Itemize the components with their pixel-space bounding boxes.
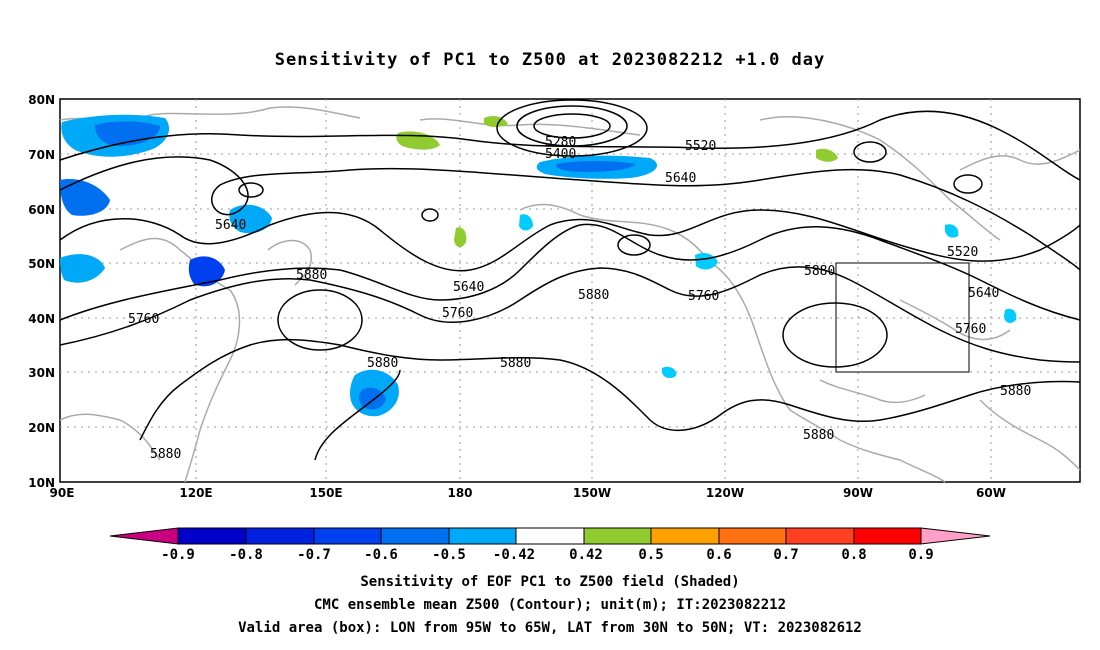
contour-label: 5880	[367, 356, 398, 371]
footer-line-3: Valid area (box): LON from 95W to 65W, L…	[238, 620, 862, 636]
colorbar-label: 0.6	[706, 547, 731, 563]
contour-label: 5760	[128, 312, 159, 327]
contour-label: 5760	[955, 322, 986, 337]
lat-label: 60N	[28, 203, 55, 217]
latitude-labels: 80N 70N 60N 50N 40N 30N 20N 10N	[28, 93, 55, 490]
colorbar-label: 0.8	[841, 547, 866, 563]
coastlines	[59, 106, 1081, 483]
contour-label: 5640	[215, 218, 246, 233]
colorbar-label: -0.9	[161, 547, 195, 563]
colorbar-label: -0.7	[297, 547, 331, 563]
colorbar-cell	[853, 527, 922, 545]
z500-contours	[59, 99, 1081, 461]
colorbar-label: 0.5	[638, 547, 663, 563]
lon-label: 90W	[843, 486, 873, 500]
lat-label: 80N	[28, 93, 55, 107]
footer-line-2: CMC ensemble mean Z500 (Contour); unit(m…	[313, 597, 786, 613]
colorbar-label: 0.9	[908, 547, 933, 563]
colorbar-cell-upper-arrow	[920, 527, 991, 545]
contour-label: 5640	[665, 171, 696, 186]
colorbar-cell	[380, 527, 450, 545]
map-frame	[59, 98, 1081, 483]
colorbar-label: -0.42	[493, 547, 535, 563]
lat-label: 30N	[28, 366, 55, 380]
lon-label: 180	[447, 486, 472, 500]
lon-label: 150W	[573, 486, 611, 500]
lat-label: 70N	[28, 148, 55, 162]
contour-label: 5880	[500, 356, 531, 371]
colorbar-label: -0.6	[364, 547, 398, 563]
contour-label: 5640	[453, 280, 484, 295]
contour-label: 5280	[545, 135, 576, 150]
lon-label: 60W	[976, 486, 1006, 500]
map-title: Sensitivity of PC1 to Z500 at 2023082212…	[274, 50, 826, 70]
contour-labels: 5280 5400 5520 5640 5640 5640 5520 5640 …	[128, 135, 1031, 462]
sensitivity-shading	[60, 114, 1017, 417]
contour-label: 5640	[968, 286, 999, 301]
lat-label: 20N	[28, 421, 55, 435]
longitude-labels: 90E 120E 150E 180 150W 120W 90W 60W	[50, 486, 1006, 500]
contour-label: 5880	[804, 264, 835, 279]
lon-label: 120W	[706, 486, 744, 500]
footer-line-1: Sensitivity of EOF PC1 to Z500 field (Sh…	[360, 574, 740, 590]
lon-label: 150E	[309, 486, 342, 500]
colorbar-cell	[448, 527, 517, 545]
colorbar-label: -0.5	[432, 547, 466, 563]
colorbar	[109, 527, 991, 545]
contour-label: 5760	[688, 289, 719, 304]
colorbar-cell	[650, 527, 720, 545]
lon-label: 90E	[50, 486, 75, 500]
colorbar-labels: -0.9 -0.8 -0.7 -0.6 -0.5 -0.42 0.42 0.5 …	[161, 547, 934, 563]
colorbar-cell	[785, 527, 855, 545]
contour-label: 5520	[685, 139, 716, 154]
contour-label: 5400	[545, 147, 576, 162]
contour-label: 5880	[578, 288, 609, 303]
colorbar-cell	[245, 527, 315, 545]
colorbar-cell-lower-arrow	[109, 527, 179, 545]
lon-label: 120E	[179, 486, 212, 500]
contour-label: 5880	[296, 268, 327, 283]
colorbar-cell	[177, 527, 247, 545]
contour-label: 5880	[803, 428, 834, 443]
colorbar-label: 0.42	[569, 547, 603, 563]
colorbar-cell	[718, 527, 787, 545]
contour-label: 5520	[947, 245, 978, 260]
contour-label: 5880	[150, 447, 181, 462]
colorbar-label: 0.7	[773, 547, 798, 563]
colorbar-cell	[583, 527, 652, 545]
valid-area-box	[835, 262, 970, 373]
contour-label: 5880	[1000, 384, 1031, 399]
colorbar-cell	[515, 527, 585, 545]
lat-label: 50N	[28, 257, 55, 271]
lat-label: 10N	[28, 476, 55, 490]
contour-label: 5760	[442, 306, 473, 321]
lat-label: 40N	[28, 312, 55, 326]
colorbar-cell	[313, 527, 382, 545]
colorbar-label: -0.8	[229, 547, 263, 563]
